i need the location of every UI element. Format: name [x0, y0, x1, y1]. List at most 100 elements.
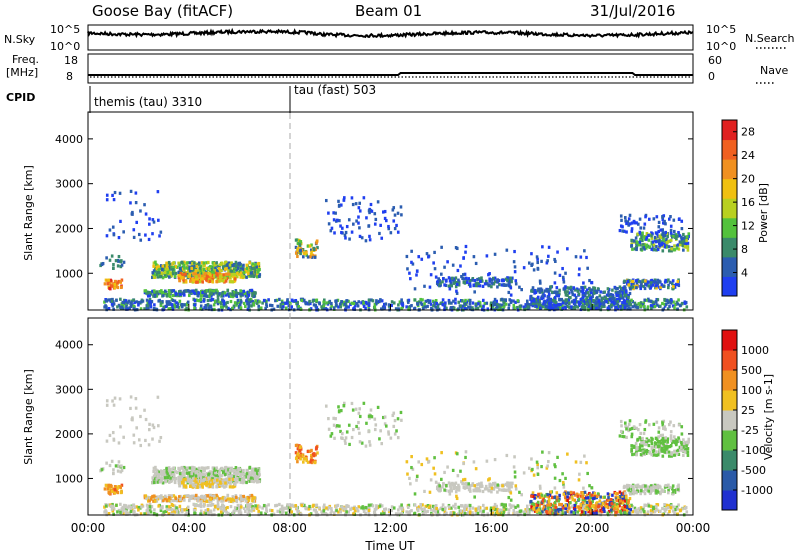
velocity-cell — [335, 504, 338, 507]
power-cell — [374, 223, 377, 226]
velocity-cell — [501, 503, 504, 506]
power-cell — [660, 229, 663, 232]
velocity-cell — [435, 507, 438, 510]
power-cell — [459, 264, 462, 267]
velocity-cell — [204, 478, 207, 481]
velocity-cell — [322, 506, 325, 509]
velocity-cell — [207, 508, 210, 511]
power-cell — [477, 302, 480, 305]
velocity-cell — [397, 508, 400, 511]
power-cell — [379, 299, 382, 302]
power-cell — [508, 281, 511, 284]
power-cell — [677, 231, 680, 234]
velocity-cell — [241, 479, 244, 482]
power-cell — [480, 276, 483, 279]
power-cell — [231, 293, 234, 296]
power-cell — [605, 300, 608, 303]
velocity-cell — [526, 505, 529, 508]
power-cell — [105, 256, 108, 259]
velocity-cell — [130, 510, 133, 513]
power-cell — [469, 305, 472, 308]
power-cell — [640, 284, 643, 287]
power-cell — [186, 261, 189, 264]
velocity-cell — [153, 481, 156, 484]
power-cell — [116, 305, 119, 308]
velocity-cell — [166, 499, 169, 502]
power-cell — [549, 306, 552, 309]
power-cell — [619, 285, 622, 288]
power-cell — [476, 278, 479, 281]
velocity-cell — [228, 478, 231, 481]
power-cell — [359, 209, 362, 212]
power-cell — [392, 219, 395, 222]
power-cell — [536, 261, 539, 264]
velocity-cell — [121, 506, 124, 509]
power-cell — [629, 287, 632, 290]
power-cell — [530, 295, 533, 298]
power-cell — [315, 241, 318, 244]
power-cell — [564, 299, 567, 302]
power-cell — [602, 303, 605, 306]
power-cell — [251, 262, 254, 265]
velocity-cell — [492, 507, 495, 510]
power-cell — [328, 301, 331, 304]
power-cell — [639, 226, 642, 229]
velocity-cell — [310, 456, 313, 459]
power-cell — [660, 236, 663, 239]
power-cell — [641, 280, 644, 283]
power-cell — [189, 261, 192, 264]
power-cell — [643, 299, 646, 302]
power-colorbar-swatch — [722, 237, 737, 257]
power-cell — [620, 214, 623, 217]
velocity-cell — [485, 507, 488, 510]
power-cell — [305, 252, 308, 255]
velocity-cell — [220, 510, 223, 513]
power-cell — [314, 256, 317, 259]
power-cell — [505, 278, 508, 281]
power-cell — [676, 302, 679, 305]
velocity-cell — [178, 479, 181, 482]
velocity-cell — [643, 504, 646, 507]
velocity-cell — [203, 473, 206, 476]
power-cell — [166, 265, 169, 268]
velocity-cell — [250, 509, 253, 512]
power-cell — [643, 305, 646, 308]
power-cell — [643, 226, 646, 229]
power-cell — [630, 239, 633, 242]
power-cell — [652, 301, 655, 304]
power-cell — [175, 301, 178, 304]
power-cell — [175, 272, 178, 275]
velocity-cell — [222, 478, 225, 481]
velocity-cell — [410, 509, 413, 512]
power-cell — [106, 194, 109, 197]
power-colorbar-swatch — [722, 257, 737, 277]
power-cell — [162, 294, 165, 297]
power-cell — [208, 267, 211, 270]
power-cell — [168, 261, 171, 264]
velocity-cell — [119, 503, 122, 506]
power-cell — [561, 267, 564, 270]
velocity-cell — [195, 494, 198, 497]
power-cell — [655, 231, 658, 234]
power-cell — [520, 288, 523, 291]
power-cell — [574, 303, 577, 306]
power-cell — [509, 277, 512, 280]
power-cell — [379, 224, 382, 227]
power-cell — [265, 303, 268, 306]
velocity-cell — [517, 504, 520, 507]
velocity-cell — [133, 504, 136, 507]
velocity-cell — [302, 460, 305, 463]
power-cell — [334, 212, 337, 215]
velocity-cell — [171, 508, 174, 511]
velocity-cell — [112, 472, 115, 475]
power-cell — [327, 212, 330, 215]
velocity-cell — [108, 492, 111, 495]
velocity-cell — [188, 499, 191, 502]
power-cell — [153, 220, 156, 223]
velocity-cell — [679, 509, 682, 512]
power-cell — [464, 302, 467, 305]
power-cell — [577, 290, 580, 293]
velocity-cell — [650, 505, 653, 508]
power-cell — [243, 271, 246, 274]
power-cell — [218, 267, 221, 270]
